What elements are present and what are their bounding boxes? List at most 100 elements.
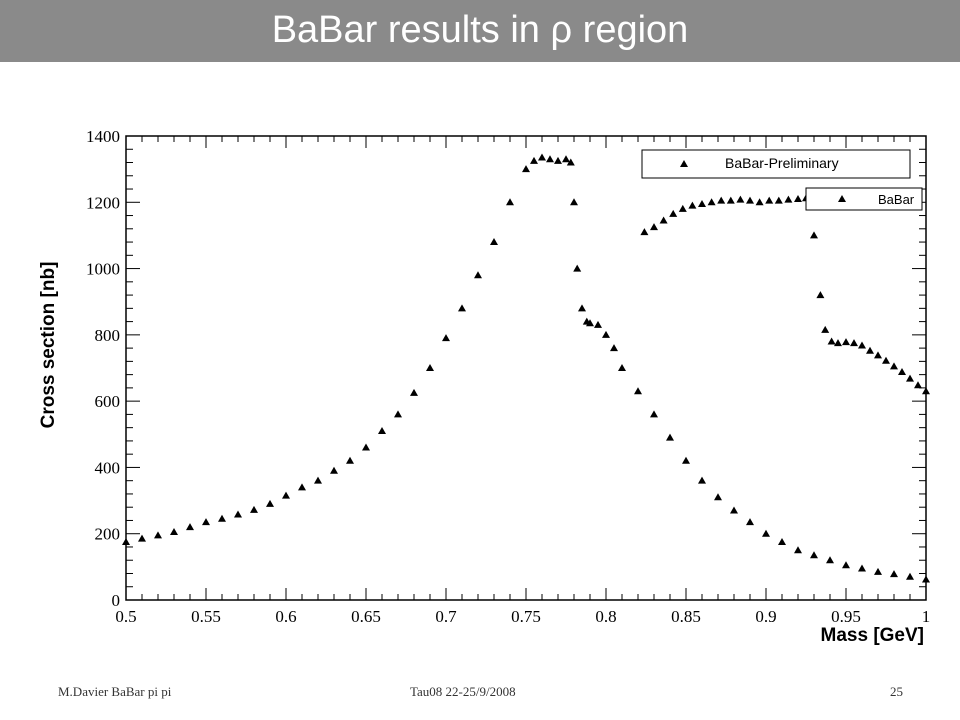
data-point-babar-preliminary xyxy=(490,238,498,246)
data-point-babar xyxy=(726,196,735,204)
data-point-babar xyxy=(914,381,922,389)
data-point-babar xyxy=(834,339,842,347)
data-point-babar-preliminary xyxy=(602,330,610,338)
x-tick-label: 0.85 xyxy=(671,607,701,626)
data-point-babar xyxy=(858,341,866,349)
data-point-babar-preliminary xyxy=(762,529,770,537)
data-point-babar-preliminary xyxy=(634,387,642,395)
legend-marker-2 xyxy=(838,195,846,202)
data-point-babar-preliminary xyxy=(170,528,178,536)
cross-section-chart: 0.5 0.55 0.6 0.65 0.7 0.75 0.8 0.85 0.9 0.95 1 0 20… xyxy=(38,127,931,646)
data-point-babar xyxy=(746,196,754,204)
y-tick-label: 200 xyxy=(95,525,121,544)
y-axis-title: Cross section [nb] xyxy=(38,262,59,429)
data-point-babar-preliminary xyxy=(394,410,402,418)
data-point-babar-preliminary xyxy=(778,538,786,545)
x-tick-label: 0.7 xyxy=(435,607,457,626)
data-point-babar xyxy=(898,367,906,375)
y-tick-label: 1400 xyxy=(86,127,120,146)
data-point-babar xyxy=(821,325,830,333)
y-tick-label: 1200 xyxy=(86,193,120,212)
data-point-babar-preliminary xyxy=(570,198,578,206)
data-point-babar-preliminary xyxy=(266,499,274,507)
data-point-babar xyxy=(827,337,836,345)
data-point-babar-preliminary xyxy=(554,156,562,164)
data-point-babar-preliminary xyxy=(594,320,602,328)
x-tick-label: 0.9 xyxy=(755,607,776,626)
x-tick-label: 0.8 xyxy=(595,607,616,626)
data-point-babar xyxy=(678,204,687,212)
legend-babar: BaBar xyxy=(805,187,923,211)
x-tick-label: 0.95 xyxy=(831,607,861,626)
data-point-babar-preliminary xyxy=(530,156,538,164)
data-point-babar-preliminary xyxy=(890,570,898,578)
data-point-babar-preliminary xyxy=(566,158,575,166)
data-point-babar-preliminary xyxy=(218,514,226,522)
data-point-babar xyxy=(810,231,818,239)
data-point-babar-preliminary xyxy=(618,364,626,371)
data-point-babar-preliminary xyxy=(826,556,834,564)
legend-box-1 xyxy=(641,149,911,179)
data-point-babar-preliminary xyxy=(474,271,482,279)
data-point-babar-preliminary xyxy=(858,564,866,572)
data-point-babar xyxy=(842,338,850,346)
data-point-babar xyxy=(774,196,783,204)
y-tick-label: 800 xyxy=(95,326,121,345)
data-point-babar xyxy=(659,216,668,224)
x-tick-label: 0.55 xyxy=(191,607,221,626)
data-point-babar xyxy=(755,198,764,206)
data-point-babar-preliminary xyxy=(426,364,434,371)
data-point-babar-preliminary xyxy=(794,546,802,554)
legend-babar-preliminary: BaBar-Preliminary xyxy=(641,149,911,179)
data-point-babar-preliminary xyxy=(298,483,306,491)
data-point-babar xyxy=(698,199,706,207)
data-point-babar-preliminary xyxy=(730,506,738,514)
data-point-babar xyxy=(717,196,726,204)
data-point-babar-preliminary xyxy=(122,538,130,545)
data-point-babar-preliminary xyxy=(330,466,338,474)
data-point-babar-preliminary xyxy=(698,476,706,484)
data-point-babar-preliminary xyxy=(922,575,930,583)
data-point-babar-preliminary xyxy=(874,567,882,575)
data-point-babar-preliminary xyxy=(538,153,546,161)
legend-label-2: BaBar xyxy=(878,192,915,207)
legend-marker-1 xyxy=(680,160,688,167)
data-point-babar xyxy=(890,362,898,370)
data-point-babar-preliminary xyxy=(314,476,322,484)
y-axis: 0 200 400 600 800 1000 1200 1400 xyxy=(86,127,926,610)
data-point-babar-preliminary xyxy=(378,426,386,434)
data-point-babar-preliminary xyxy=(234,510,242,518)
data-point-babar-preliminary xyxy=(154,531,162,539)
data-point-babar-preliminary xyxy=(666,433,674,441)
y-tick-label: 400 xyxy=(95,458,121,477)
data-point-babar-preliminary xyxy=(714,493,722,501)
data-point-babar xyxy=(794,194,802,202)
data-point-babar xyxy=(906,374,914,382)
footer-page-number: 25 xyxy=(890,684,903,699)
y-tick-label: 0 xyxy=(112,591,121,610)
data-point-babar-preliminary xyxy=(562,155,570,163)
data-point-babar-preliminary xyxy=(138,534,146,542)
data-point-babar-preliminary xyxy=(578,304,586,312)
y-tick-label: 1000 xyxy=(86,260,120,279)
data-point-babar xyxy=(736,195,745,203)
data-point-babar xyxy=(640,228,649,236)
data-point-babar-preliminary xyxy=(202,518,210,526)
legend-box-2 xyxy=(805,187,923,211)
data-points xyxy=(122,153,930,583)
x-tick-label: 1 xyxy=(922,607,931,626)
x-tick-label: 0.65 xyxy=(351,607,381,626)
x-axis-title: Mass [GeV] xyxy=(821,625,924,646)
x-tick-label: 0.5 xyxy=(115,607,136,626)
data-point-babar xyxy=(882,356,890,364)
data-point-babar-preliminary xyxy=(522,165,530,173)
x-tick-label: 0.75 xyxy=(511,607,541,626)
data-point-babar-preliminary xyxy=(586,319,594,327)
data-point-babar xyxy=(650,223,658,231)
footer-author: M.Davier BaBar pi pi xyxy=(58,684,172,699)
data-point-babar-preliminary xyxy=(906,572,914,580)
data-point-babar-preliminary xyxy=(282,491,290,499)
data-point-babar xyxy=(850,339,858,347)
data-point-babar-preliminary xyxy=(546,155,554,163)
data-point-babar-preliminary xyxy=(842,561,850,569)
